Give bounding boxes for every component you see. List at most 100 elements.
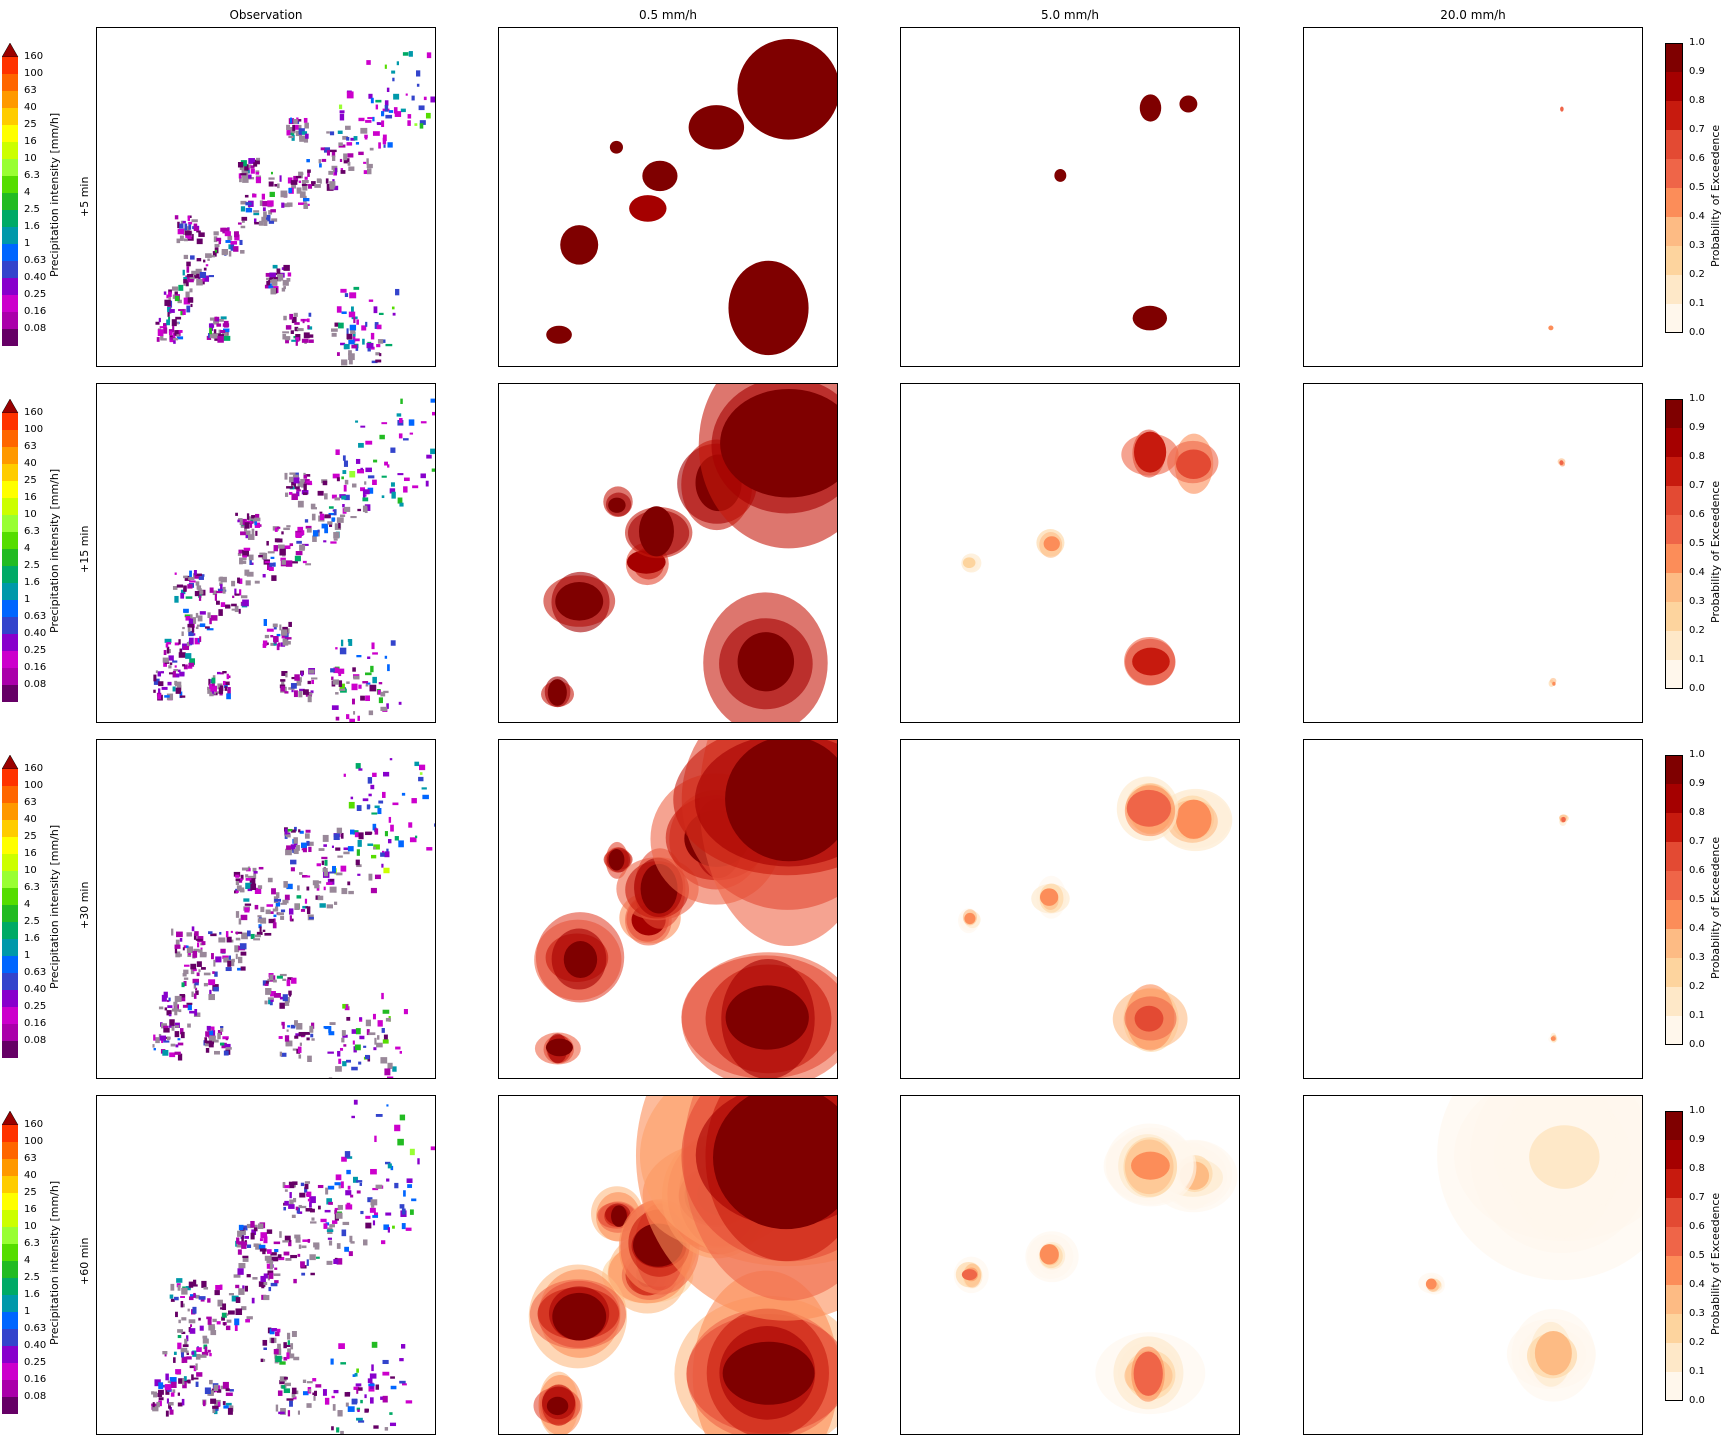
- obs-pixel: [183, 254, 189, 260]
- obs-pixel: [198, 232, 205, 237]
- obs-pixel: [287, 1340, 290, 1345]
- obs-pixel: [297, 526, 304, 533]
- obs-pixel: [290, 829, 296, 833]
- obs-pixel: [262, 200, 269, 207]
- obs-pixel: [185, 1350, 189, 1354]
- obs-pixel: [290, 844, 296, 850]
- colorbar-segment: [1665, 1343, 1683, 1372]
- obs-pixel: [346, 1059, 351, 1063]
- obs-pixel: [411, 798, 417, 804]
- obs-pixel: [401, 1223, 406, 1230]
- colorbar-segment: [2, 1380, 18, 1397]
- obs-pixel: [182, 645, 190, 651]
- obs-pixel: [290, 859, 297, 865]
- obs-pixel: [225, 604, 231, 609]
- obs-pixel: [311, 181, 316, 187]
- obs-pixel: [220, 584, 223, 590]
- obs-pixel: [172, 1389, 176, 1393]
- obs-pixel: [253, 210, 260, 213]
- obs-pixel: [403, 486, 408, 493]
- obs-pixel: [284, 828, 288, 835]
- obs-pixel: [339, 514, 346, 518]
- obs-pixel: [302, 543, 309, 546]
- obs-pixel: [205, 253, 212, 258]
- colorbar-tick-label: 0.63: [24, 1323, 47, 1334]
- obs-pixel: [283, 264, 290, 271]
- obs-pixel: [364, 1394, 367, 1399]
- obs-pixel: [385, 114, 393, 119]
- obs-pixel: [384, 1068, 391, 1076]
- obs-pixel: [287, 1348, 291, 1354]
- obs-pixel: [198, 576, 204, 580]
- obs-pixel: [244, 1235, 250, 1239]
- obs-pixel: [177, 1038, 181, 1041]
- obs-pixel: [171, 286, 179, 291]
- obs-pixel: [224, 1043, 231, 1048]
- obs-pixel: [178, 639, 181, 645]
- obs-pixel: [168, 1025, 175, 1028]
- obs-pixel: [420, 473, 426, 479]
- obs-pixel: [199, 951, 207, 958]
- probability-panel: [900, 27, 1240, 367]
- obs-pixel: [363, 161, 367, 164]
- colorbar-segment: [1665, 987, 1683, 1016]
- obs-pixel: [245, 882, 252, 890]
- obs-pixel: [302, 905, 309, 909]
- obs-pixel: [266, 1229, 273, 1234]
- colorbar-tick-label: 0.7: [1689, 836, 1705, 847]
- obs-pixel: [253, 871, 258, 874]
- obs-pixel: [369, 1373, 377, 1379]
- obs-pixel: [186, 266, 190, 273]
- colorbar-segment: [2, 1346, 18, 1363]
- obs-pixel: [244, 907, 250, 913]
- obs-pixel: [331, 494, 337, 499]
- obs-pixel: [190, 1284, 198, 1287]
- obs-pixel: [307, 169, 311, 173]
- obs-pixel: [345, 1204, 353, 1210]
- obs-pixel: [169, 662, 173, 665]
- obs-pixel: [239, 557, 247, 561]
- obs-pixel: [344, 479, 349, 485]
- obs-pixel: [219, 318, 224, 322]
- obs-pixel: [194, 573, 201, 579]
- colorbar-segment: [2, 498, 18, 515]
- obs-pixel: [291, 977, 297, 984]
- obs-pixel: [247, 875, 254, 878]
- obs-pixel: [168, 331, 173, 336]
- obs-pixel: [376, 344, 381, 348]
- obs-pixel: [355, 142, 360, 145]
- obs-pixel: [252, 867, 257, 872]
- obs-pixel: [203, 982, 208, 987]
- obs-pixel: [187, 584, 193, 589]
- obs-pixel: [374, 1135, 377, 1143]
- obs-pixel: [180, 1028, 184, 1035]
- obs-pixel: [212, 691, 215, 696]
- colorbar-segment: [2, 1210, 18, 1227]
- colorbar-segment: [2, 1312, 18, 1329]
- colorbar-tick-label: 0.9: [1689, 422, 1705, 433]
- obs-pixel: [199, 271, 207, 279]
- probability-blob: [1132, 647, 1170, 676]
- obs-pixel: [386, 1076, 394, 1078]
- obs-pixel: [269, 1328, 275, 1335]
- colorbar-tick-label: 0.6: [1689, 509, 1705, 520]
- colorbar-segment: [2, 1329, 18, 1346]
- obs-pixel: [312, 1392, 316, 1396]
- colorbar-tick-label: 160: [24, 763, 44, 774]
- observation-panel: [96, 27, 436, 367]
- obs-pixel: [237, 956, 243, 964]
- obs-pixel: [169, 1409, 174, 1415]
- obs-pixel: [254, 522, 261, 528]
- obs-pixel: [169, 1019, 175, 1027]
- obs-pixel: [251, 515, 256, 519]
- obs-pixel: [260, 1232, 268, 1239]
- obs-pixel: [397, 473, 404, 476]
- probability-colorbar-label: Probability of Exceedence: [1709, 124, 1722, 267]
- obs-pixel: [251, 528, 255, 536]
- precip-colorbar-label: Precipitation intensity [mm/h]: [48, 824, 61, 989]
- obs-pixel: [189, 1365, 196, 1369]
- obs-pixel: [194, 982, 199, 986]
- obs-pixel: [284, 336, 291, 341]
- obs-pixel: [268, 283, 274, 289]
- obs-pixel: [297, 1046, 302, 1053]
